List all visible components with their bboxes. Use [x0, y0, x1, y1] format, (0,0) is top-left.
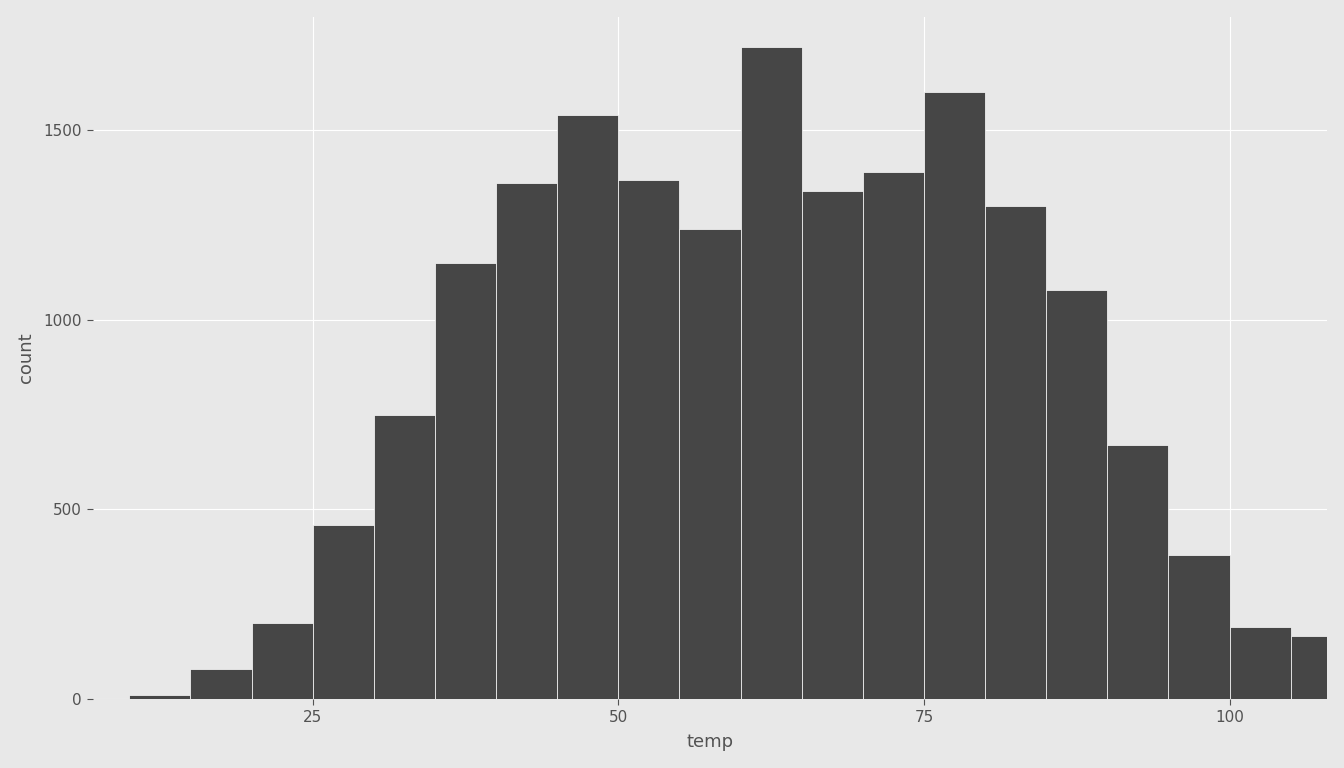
Bar [313, 525, 374, 699]
Bar [251, 623, 313, 699]
Bar [680, 229, 741, 699]
Bar [985, 206, 1046, 699]
Bar [1168, 554, 1230, 699]
Bar [1046, 290, 1107, 699]
Bar [1107, 445, 1168, 699]
Bar [191, 669, 251, 699]
Bar [923, 92, 985, 699]
Bar [129, 695, 191, 699]
Bar [1230, 627, 1290, 699]
Bar [801, 191, 863, 699]
Bar [1290, 637, 1344, 699]
Bar [496, 184, 558, 699]
Bar [741, 47, 801, 699]
Bar [863, 172, 923, 699]
X-axis label: temp: temp [687, 733, 734, 751]
Bar [618, 180, 680, 699]
Bar [374, 415, 435, 699]
Bar [558, 115, 618, 699]
Y-axis label: count: count [16, 333, 35, 383]
Bar [435, 263, 496, 699]
